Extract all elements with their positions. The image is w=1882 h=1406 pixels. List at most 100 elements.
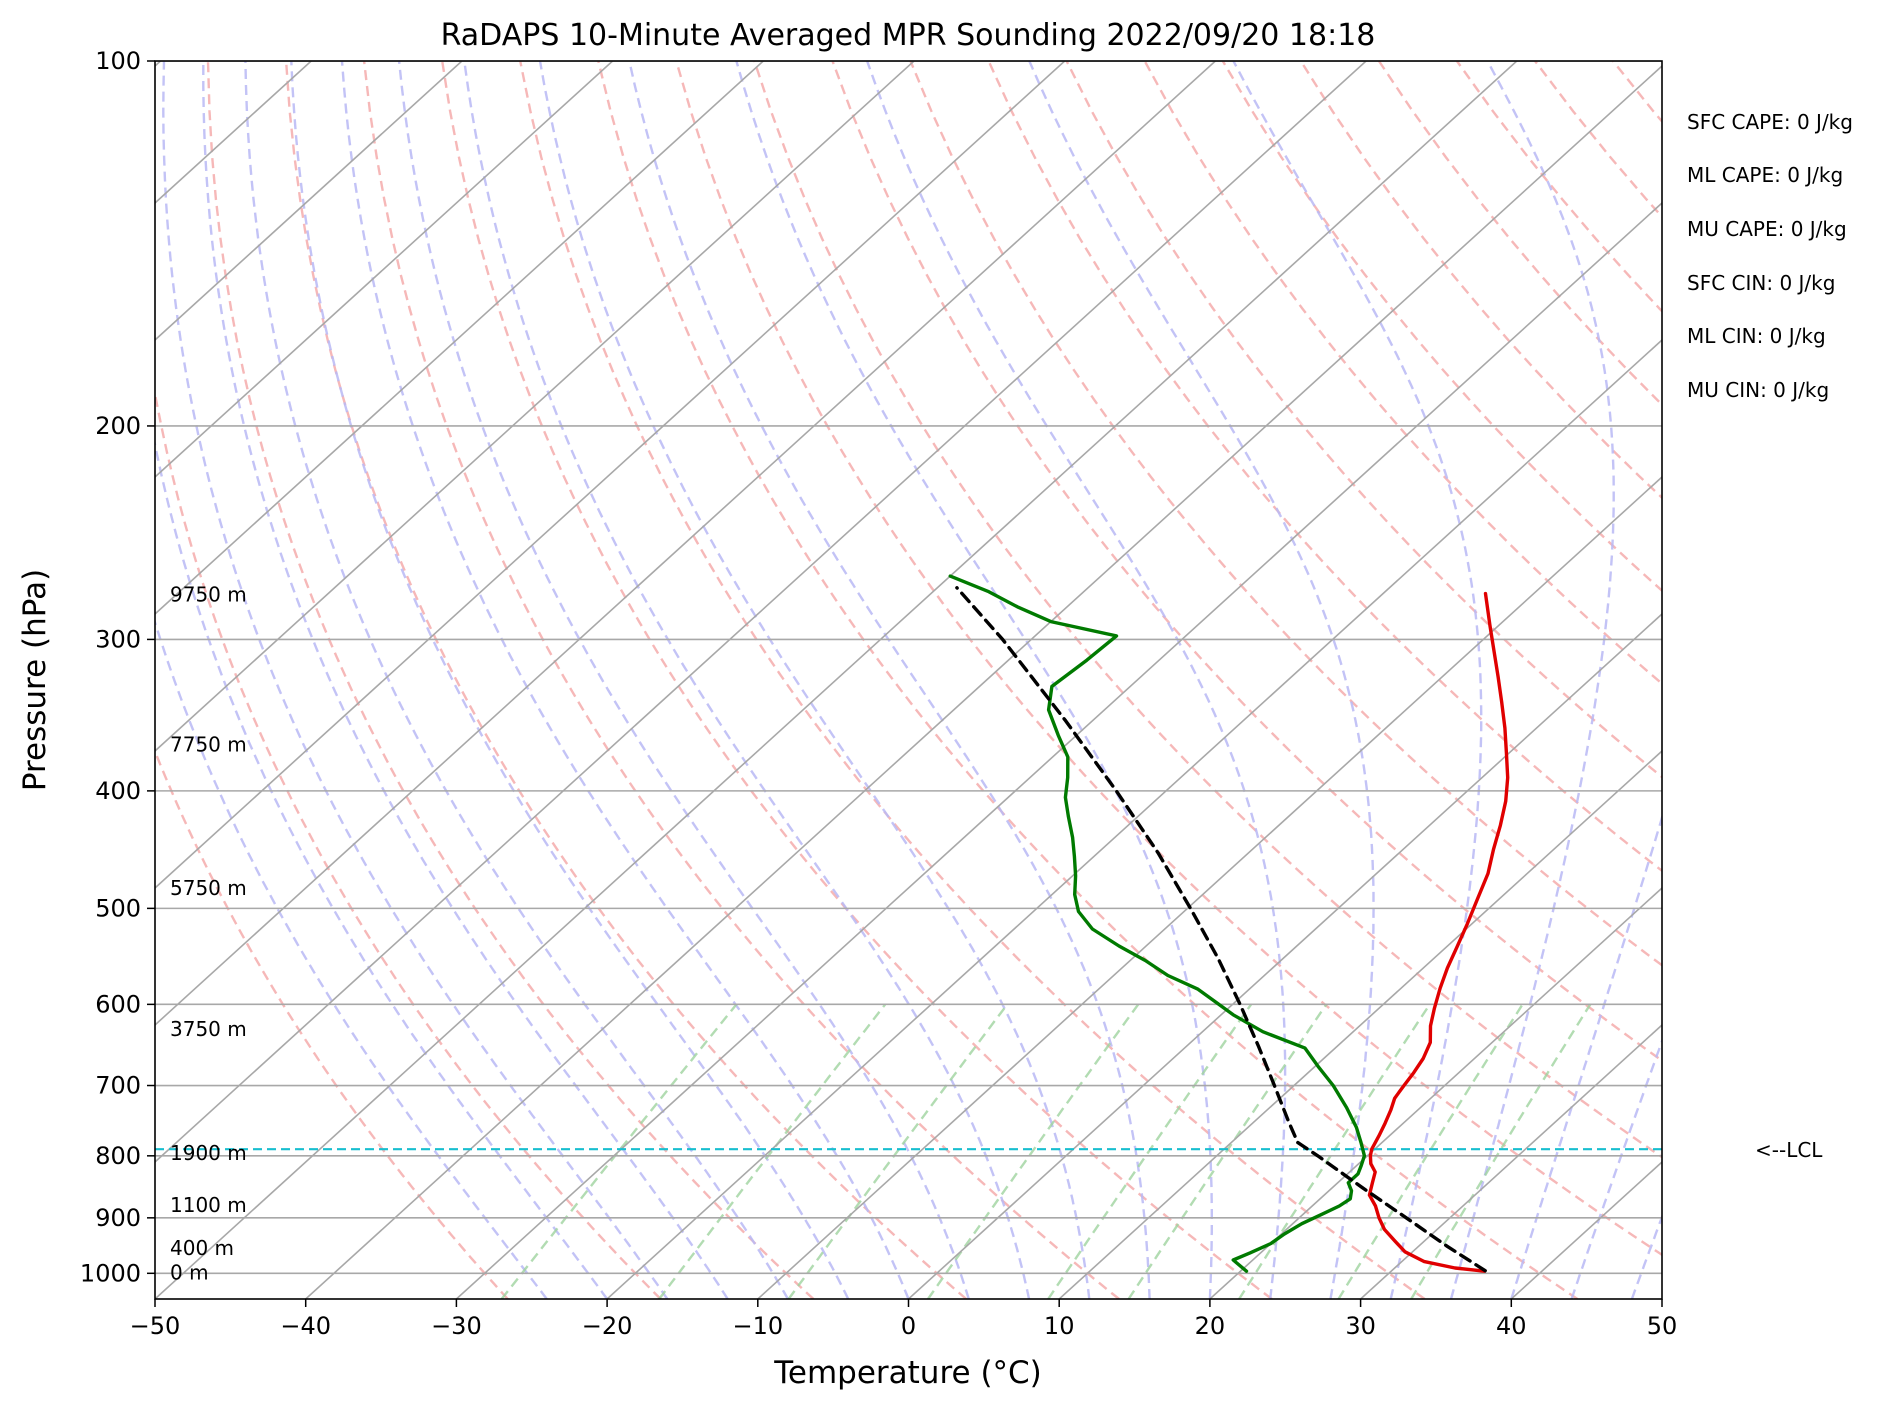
mixing-ratio-line: [1238, 1003, 1431, 1299]
dry-adiabat: [362, 61, 1120, 1299]
moist-adiabat: [290, 61, 850, 1299]
dry-adiabat: [753, 61, 1662, 1159]
x-axis-label: Temperature (°C): [773, 1355, 1042, 1391]
stat-sfc-cin: SFC CIN: 0 J/kg: [1687, 271, 1835, 295]
height-label: 3750 m: [170, 1017, 247, 1041]
moist-adiabat: [397, 61, 970, 1299]
height-label: 9750 m: [170, 583, 247, 607]
y-tick-label: 100: [95, 47, 141, 75]
dry-adiabat: [1377, 61, 1662, 407]
y-tick-label: 1000: [80, 1259, 141, 1287]
x-tick-label: 10: [1044, 1312, 1075, 1340]
isotherm: [155, 61, 1216, 1027]
dewpoint-trace: [948, 574, 1367, 1273]
x-tick-label: −10: [732, 1312, 783, 1340]
y-tick-label: 400: [95, 777, 141, 805]
isotherm: [1661, 1297, 1662, 1299]
y-tick-label: 300: [95, 625, 141, 653]
x-tick-label: 50: [1647, 1312, 1678, 1340]
y-tick-label: 800: [95, 1142, 141, 1170]
dry-adiabat: [597, 61, 1579, 1299]
height-label: 400 m: [170, 1236, 234, 1260]
moist-adiabat: [538, 61, 1091, 1299]
stat-sfc-cape: SFC CAPE: 0 J/kg: [1687, 110, 1853, 134]
mixing-ratio-line: [1337, 1003, 1524, 1299]
dry-adiabat: [1143, 61, 1662, 686]
isotherm: [155, 61, 614, 479]
moist-adiabat: [155, 618, 548, 1299]
height-label: 7750 m: [170, 733, 247, 757]
parcel-path-trace: [955, 586, 1487, 1273]
moist-adiabat: [340, 61, 910, 1299]
x-tick-label: −50: [130, 1312, 181, 1340]
y-tick-label: 900: [95, 1204, 141, 1232]
mixing-ratio-line: [1047, 1003, 1253, 1299]
isotherm: [305, 64, 1662, 1299]
sounding-traces: [155, 574, 1662, 1273]
dry-adiabat: [1221, 61, 1662, 593]
isotherm: [155, 61, 915, 753]
isotherm: [455, 201, 1662, 1299]
moist-adiabat: [1028, 61, 1375, 1299]
isotherm: [155, 61, 764, 616]
moist-adiabat: [1510, 813, 1662, 1299]
mixing-ratio-line: [500, 1003, 738, 1299]
height-label: 1900 m: [170, 1141, 247, 1165]
background-grid: [0, 61, 1882, 1299]
moist-adiabat: [162, 61, 669, 1299]
moist-adiabat: [155, 438, 609, 1299]
dry-adiabat: [1847, 61, 1882, 1299]
dry-adiabat: [1065, 61, 1662, 779]
pressure-axis: 100 200 300 400 500 600 700 800 900 1000: [80, 47, 155, 1287]
x-tick-label: 30: [1345, 1312, 1376, 1340]
isotherm: [907, 612, 1662, 1299]
y-axis-label: Pressure (hPa): [17, 569, 53, 791]
stat-ml-cape: ML CAPE: 0 J/kg: [1687, 163, 1843, 187]
x-tick-label: −40: [280, 1312, 331, 1340]
x-tick-label: −20: [582, 1312, 633, 1340]
x-tick-label: 40: [1496, 1312, 1527, 1340]
mixing-ratio-line: [787, 1003, 1009, 1299]
dry-adiabat: [675, 61, 1662, 1257]
height-label: 0 m: [170, 1260, 209, 1284]
y-tick-label: 600: [95, 990, 141, 1018]
isotherm: [1058, 749, 1662, 1299]
stat-mu-cape: MU CAPE: 0 J/kg: [1687, 217, 1847, 241]
isotherm: [1360, 1023, 1662, 1299]
isotherm: [155, 61, 1066, 890]
isotherm: [1209, 886, 1662, 1299]
moist-adiabat: [865, 61, 1287, 1299]
chart-title: RaDAPS 10-Minute Averaged MPR Sounding 2…: [441, 18, 1376, 53]
dry-adiabat: [519, 61, 1426, 1299]
dry-adiabat: [1769, 61, 1882, 1299]
isotherm: [155, 61, 1518, 1299]
isotherm: [155, 61, 463, 342]
stats-panel: SFC CAPE: 0 J/kg ML CAPE: 0 J/kg MU CAPE…: [1687, 110, 1853, 402]
moist-adiabat: [1630, 1213, 1662, 1299]
isotherm: [0, 61, 10, 1299]
isotherm: [1510, 1160, 1662, 1299]
dry-adiabat: [1455, 61, 1662, 313]
stat-mu-cin: MU CIN: 0 J/kg: [1687, 378, 1829, 402]
x-tick-label: 0: [901, 1312, 916, 1340]
isotherm: [606, 338, 1662, 1299]
dry-adiabat: [155, 748, 509, 1299]
temperature-axis: −50 −40 −30 −20 −10 0 10 20 30 40 50: [130, 1299, 1678, 1340]
moist-adiabat: [628, 61, 1151, 1299]
moist-adiabat: [244, 61, 789, 1299]
dry-adiabat: [1612, 61, 1662, 124]
isotherm: [155, 61, 1367, 1164]
dry-adiabat: [155, 386, 662, 1299]
moist-adiabat: [1449, 61, 1615, 1299]
lcl-label: <--LCL: [1755, 1138, 1823, 1162]
mixing-ratio-line: [1127, 1003, 1328, 1299]
y-tick-label: 700: [95, 1072, 141, 1100]
moist-adiabat: [735, 61, 1213, 1299]
dry-adiabat: [284, 61, 968, 1299]
dry-adiabat: [1534, 61, 1662, 219]
height-label: 5750 m: [170, 876, 247, 900]
dry-adiabat: [1691, 61, 1882, 1299]
stat-ml-cin: ML CIN: 0 J/kg: [1687, 324, 1826, 348]
